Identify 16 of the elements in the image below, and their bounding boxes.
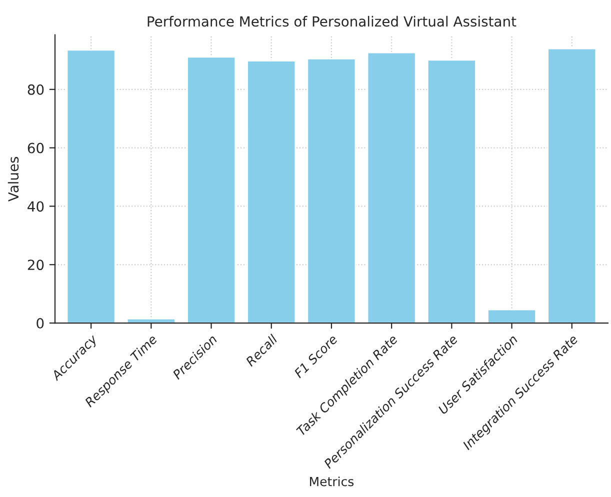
chart-title: Performance Metrics of Personalized Virtual Assistant bbox=[148, 16, 516, 27]
bar bbox=[366, 52, 416, 324]
bar bbox=[246, 60, 296, 324]
y-tick-label: 80 bbox=[28, 84, 44, 95]
bar bbox=[426, 59, 476, 324]
y-tick-label: 20 bbox=[28, 260, 44, 270]
bar bbox=[547, 48, 597, 324]
bar bbox=[66, 49, 116, 324]
bar bbox=[306, 58, 356, 324]
x-axis-title: Metrics bbox=[310, 476, 354, 486]
bar bbox=[487, 308, 537, 324]
y-tick-label: 60 bbox=[28, 142, 44, 154]
y-tick-label: 0 bbox=[36, 318, 44, 329]
y-tick-label: 40 bbox=[28, 201, 44, 212]
y-axis-title: Values bbox=[8, 156, 19, 202]
bar bbox=[186, 56, 236, 324]
